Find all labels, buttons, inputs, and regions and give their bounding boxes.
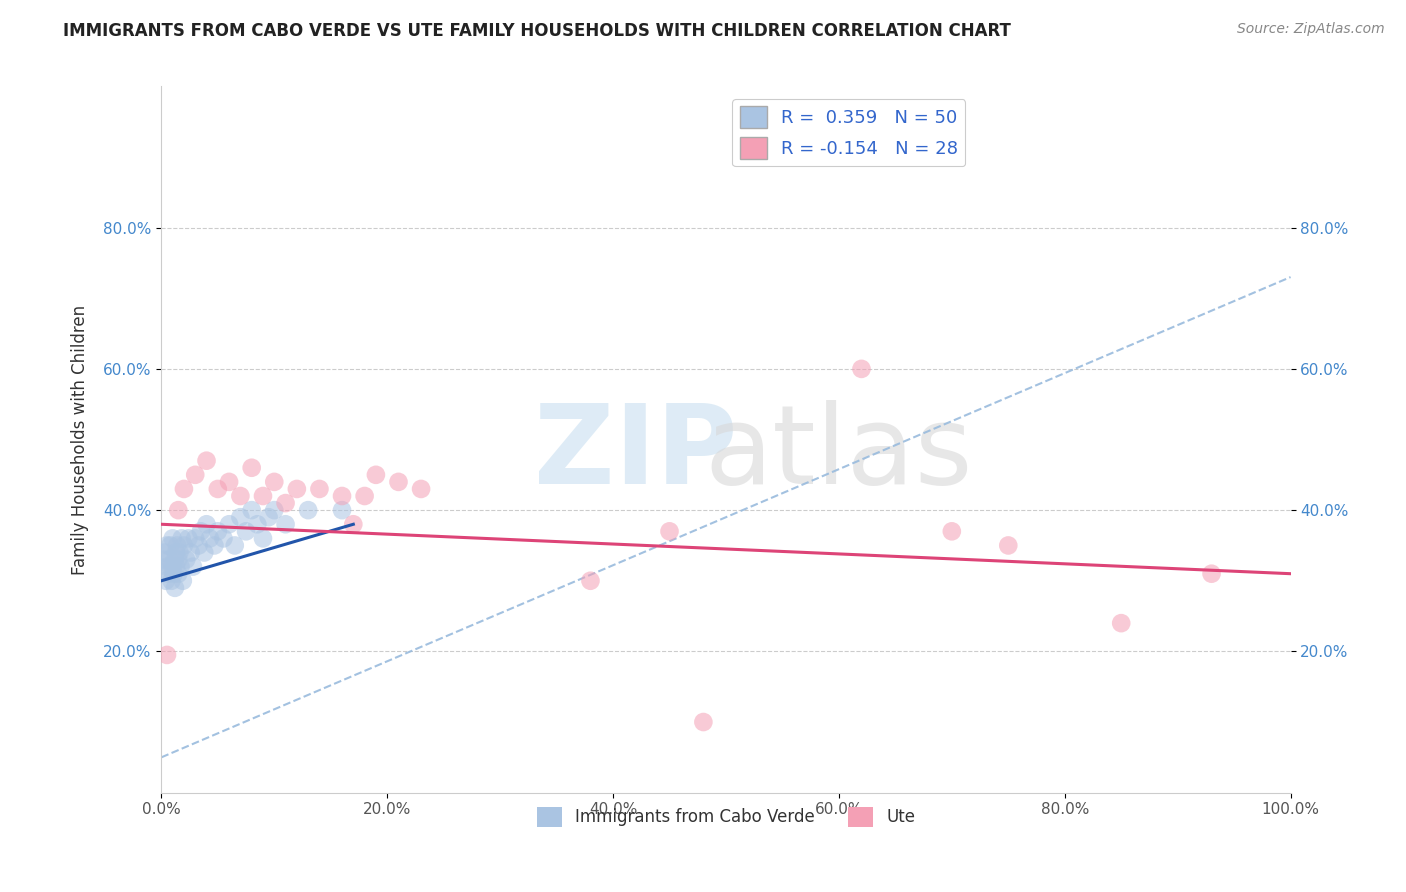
- Text: atlas: atlas: [704, 401, 973, 508]
- Point: [173, 482, 195, 496]
- Point: [195, 517, 218, 532]
- Point: [155, 574, 177, 588]
- Point: [184, 467, 207, 482]
- Point: [204, 538, 226, 552]
- Point: [1109, 616, 1132, 631]
- Point: [153, 545, 176, 559]
- Text: Source: ZipAtlas.com: Source: ZipAtlas.com: [1237, 22, 1385, 37]
- Point: [851, 362, 873, 376]
- Point: [997, 538, 1019, 552]
- Point: [218, 517, 240, 532]
- Point: [160, 574, 183, 588]
- Point: [274, 496, 297, 510]
- Point: [579, 574, 602, 588]
- Point: [198, 532, 221, 546]
- Point: [941, 524, 963, 539]
- Point: [163, 566, 186, 581]
- Text: ZIP: ZIP: [534, 401, 737, 508]
- Point: [165, 559, 187, 574]
- Point: [263, 503, 285, 517]
- Point: [353, 489, 375, 503]
- Point: [252, 532, 274, 546]
- Point: [190, 524, 212, 539]
- Point: [170, 532, 193, 546]
- Y-axis label: Family Households with Children: Family Households with Children: [72, 304, 89, 574]
- Point: [229, 489, 252, 503]
- Point: [364, 467, 387, 482]
- Text: IMMIGRANTS FROM CABO VERDE VS UTE FAMILY HOUSEHOLDS WITH CHILDREN CORRELATION CH: IMMIGRANTS FROM CABO VERDE VS UTE FAMILY…: [63, 22, 1011, 40]
- Point: [167, 566, 190, 581]
- Point: [297, 503, 319, 517]
- Point: [193, 545, 215, 559]
- Legend: Immigrants from Cabo Verde, Ute: Immigrants from Cabo Verde, Ute: [530, 800, 922, 834]
- Point: [263, 475, 285, 489]
- Point: [692, 714, 714, 729]
- Point: [330, 503, 353, 517]
- Point: [167, 552, 190, 566]
- Point: [173, 538, 195, 552]
- Point: [180, 545, 202, 559]
- Point: [156, 559, 179, 574]
- Point: [174, 552, 197, 566]
- Point: [167, 503, 190, 517]
- Point: [159, 559, 181, 574]
- Point: [162, 532, 184, 546]
- Point: [207, 482, 229, 496]
- Point: [257, 510, 280, 524]
- Point: [159, 538, 181, 552]
- Point: [169, 559, 191, 574]
- Point: [308, 482, 330, 496]
- Point: [169, 545, 191, 559]
- Point: [274, 517, 297, 532]
- Point: [342, 517, 364, 532]
- Point: [224, 538, 246, 552]
- Point: [163, 581, 186, 595]
- Point: [184, 532, 207, 546]
- Point: [177, 532, 200, 546]
- Point: [157, 566, 180, 581]
- Point: [387, 475, 409, 489]
- Point: [229, 510, 252, 524]
- Point: [240, 503, 263, 517]
- Point: [285, 482, 308, 496]
- Point: [246, 517, 269, 532]
- Point: [252, 489, 274, 503]
- Point: [330, 489, 353, 503]
- Point: [195, 453, 218, 467]
- Point: [409, 482, 432, 496]
- Point: [212, 532, 235, 546]
- Point: [658, 524, 681, 539]
- Point: [162, 559, 184, 574]
- Point: [181, 559, 204, 574]
- Point: [152, 552, 174, 566]
- Point: [163, 552, 186, 566]
- Point: [166, 538, 188, 552]
- Point: [187, 538, 209, 552]
- Point: [218, 475, 240, 489]
- Point: [156, 538, 179, 552]
- Point: [240, 460, 263, 475]
- Point: [1201, 566, 1223, 581]
- Point: [172, 574, 194, 588]
- Point: [235, 524, 257, 539]
- Point: [165, 545, 187, 559]
- Point: [157, 552, 180, 566]
- Point: [156, 648, 179, 662]
- Point: [207, 524, 229, 539]
